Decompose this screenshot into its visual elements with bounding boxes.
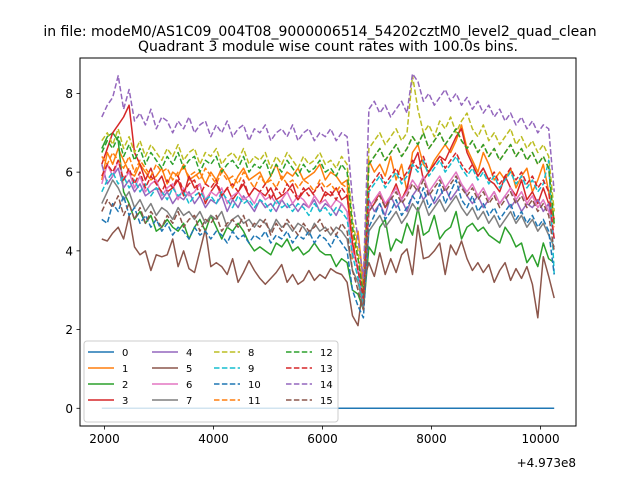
y-tick-label: 2 (65, 323, 73, 337)
series-line-1 (101, 124, 555, 284)
series-line-8 (101, 74, 555, 291)
legend-label-6: 6 (186, 380, 192, 391)
plot-frame (79, 57, 577, 427)
legend-label-9: 9 (248, 364, 254, 375)
legend-label-12: 12 (320, 348, 333, 359)
legend-box (83, 340, 339, 423)
y-tick-label: 6 (65, 166, 73, 180)
y-tick-label: 8 (65, 87, 73, 101)
legend-label-10: 10 (248, 380, 261, 391)
series-line-13 (101, 151, 555, 299)
series-line-6 (101, 159, 555, 299)
legend-label-3: 3 (122, 396, 128, 407)
legend-label-4: 4 (186, 348, 192, 359)
legend-label-14: 14 (320, 380, 333, 391)
y-tick-label: 0 (65, 402, 73, 416)
legend-label-8: 8 (248, 348, 254, 359)
x-tick-label: 8000 (416, 432, 447, 446)
legend-label-15: 15 (320, 396, 333, 407)
legend-label-11: 11 (248, 396, 261, 407)
series-line-14 (101, 72, 555, 280)
series-line-9 (101, 155, 555, 303)
legend-label-13: 13 (320, 364, 333, 375)
series-line-5 (101, 214, 555, 327)
legend-label-0: 0 (122, 348, 128, 359)
x-tick-label: 6000 (307, 432, 338, 446)
x-offset-label: +4.973e8 (517, 456, 576, 470)
series-line-7 (101, 179, 555, 307)
series-line-2 (101, 132, 555, 311)
series-layer (101, 72, 555, 410)
figure-suptitle: in file: modeM0/AS1C09_004T08_9000006514… (43, 24, 596, 40)
series-line-10 (101, 179, 555, 319)
legend-label-2: 2 (122, 380, 128, 391)
series-line-12 (101, 128, 555, 295)
x-tick-label: 10000 (521, 432, 559, 446)
series-line-15 (101, 175, 555, 311)
legend-label-7: 7 (186, 396, 192, 407)
x-tick-label: 2000 (89, 432, 120, 446)
y-axis: 0 2 4 6 8 (65, 87, 80, 416)
chart-title: Quadrant 3 module wise count rates with … (138, 39, 518, 55)
x-tick-label: 4000 (198, 432, 229, 446)
legend-label-1: 1 (122, 364, 128, 375)
y-tick-label: 4 (65, 244, 73, 258)
x-axis: 2000 4000 6000 8000 10000 (89, 426, 560, 446)
legend-label-5: 5 (186, 364, 192, 375)
